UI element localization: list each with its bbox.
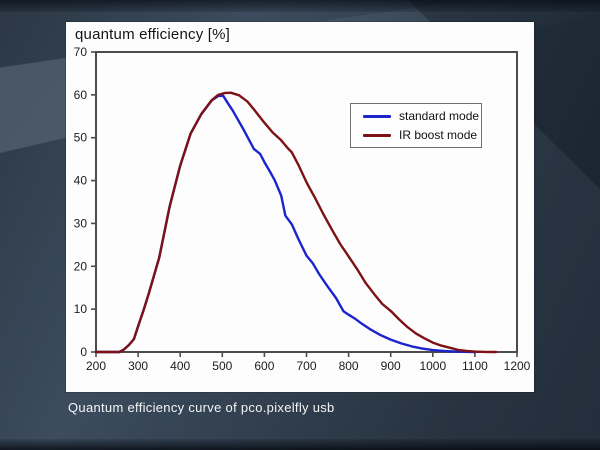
x-tick-label: 900 [381,359,401,373]
series-line-ir-boost-mode [94,91,498,354]
slide-caption: Quantum efficiency curve of pco.pixelfly… [68,400,335,415]
background-top-band [0,0,600,12]
legend-label-standard: standard mode [399,109,480,123]
x-tick-label: 800 [339,359,359,373]
y-tick-label: 50 [74,131,88,145]
x-tick-label: 1200 [504,359,531,373]
qe-line-chart: 200 300 400 500 600 700 800 900 1000 1100 1200 0 10 2… [74,45,531,373]
y-tick-label: 70 [74,45,88,59]
y-tick-label: 60 [74,88,88,102]
y-tick-label: 20 [74,259,88,273]
x-tick-label: 200 [86,359,106,373]
x-tick-label: 1000 [419,359,446,373]
chart-title: quantum efficiency [%] [75,26,231,43]
legend-line-sample-ir-boost [363,133,391,137]
chart-panel: 200 300 400 500 600 700 800 900 1000 1100 1200 0 10 2… [66,22,534,392]
y-tick-label: 30 [74,216,88,230]
x-tick-label: 500 [212,359,232,373]
x-tick-label: 1100 [462,359,488,373]
plot-frame [95,51,518,353]
x-tick-label: 400 [170,359,190,373]
legend-item-standard-mode: standard mode [363,109,481,123]
y-tick-label: 10 [74,302,88,316]
legend: standard mode IR boost mode [350,103,482,148]
y-tick-label: 40 [74,174,88,188]
legend-item-ir-boost-mode: IR boost mode [363,128,481,142]
x-tick-label: 300 [128,359,148,373]
x-tick-label: 700 [296,359,316,373]
legend-line-sample-standard [363,114,391,118]
y-tick-label: 0 [80,345,87,359]
x-tick-label: 600 [254,359,274,373]
background-bottom-band [0,439,600,450]
legend-label-ir-boost: IR boost mode [399,128,478,142]
